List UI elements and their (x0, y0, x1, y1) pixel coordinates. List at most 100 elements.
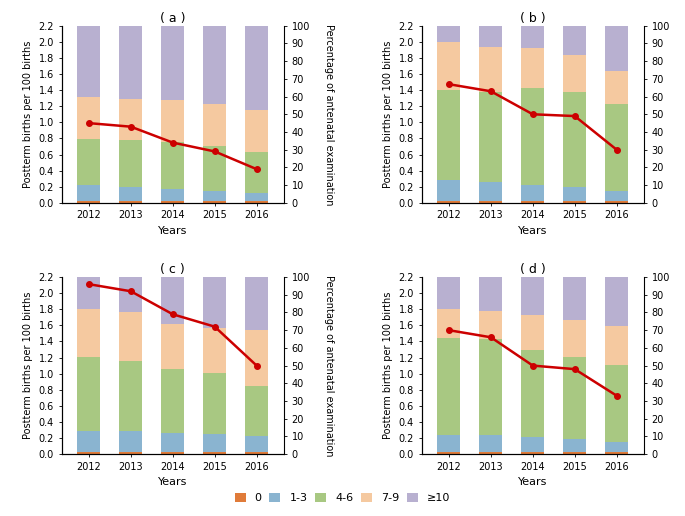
Bar (479, 182, 502, 201)
Bar (203, 374, 226, 434)
Bar (203, 328, 226, 374)
Bar (77, 139, 101, 185)
Bar (77, 185, 101, 201)
Bar (438, 277, 460, 309)
Bar (119, 201, 142, 203)
Bar (119, 187, 142, 201)
Bar (479, 277, 502, 311)
Bar (161, 453, 184, 454)
Y-axis label: Percentage of antenatal examination: Percentage of antenatal examination (324, 24, 334, 205)
Bar (245, 26, 268, 110)
Bar (605, 71, 628, 104)
Bar (161, 369, 184, 433)
Bar (563, 55, 586, 92)
Bar (245, 110, 268, 152)
Bar (521, 315, 545, 350)
Bar (563, 439, 586, 453)
Bar (438, 434, 460, 453)
X-axis label: Years: Years (158, 477, 188, 487)
Bar (161, 277, 184, 324)
Bar (438, 26, 460, 42)
Bar (479, 92, 502, 182)
Bar (521, 277, 545, 315)
Bar (161, 433, 184, 453)
Y-axis label: Postterm births per 100 births: Postterm births per 100 births (383, 292, 393, 439)
Bar (203, 453, 226, 454)
Bar (77, 98, 101, 139)
Bar (605, 26, 628, 71)
Title: ( c ): ( c ) (160, 263, 185, 276)
Bar (479, 46, 502, 92)
Bar (77, 26, 101, 98)
Title: ( a ): ( a ) (160, 12, 186, 25)
Y-axis label: Postterm births per 100 births: Postterm births per 100 births (23, 41, 33, 188)
Bar (161, 26, 184, 101)
Bar (245, 436, 268, 453)
Bar (438, 309, 460, 338)
Bar (563, 26, 586, 55)
Bar (203, 26, 226, 104)
Title: ( d ): ( d ) (520, 263, 546, 276)
Bar (438, 42, 460, 90)
Bar (161, 324, 184, 369)
Bar (521, 185, 545, 201)
Bar (521, 26, 545, 48)
Bar (479, 339, 502, 436)
Bar (479, 26, 502, 46)
Bar (438, 338, 460, 434)
Bar (605, 201, 628, 203)
Bar (203, 147, 226, 190)
Bar (479, 201, 502, 203)
Y-axis label: Percentage of antenatal examination: Percentage of antenatal examination (684, 24, 685, 205)
Bar (119, 361, 142, 431)
Bar (521, 350, 545, 437)
Bar (438, 90, 460, 180)
Bar (605, 442, 628, 453)
Bar (161, 101, 184, 142)
Y-axis label: Postterm births per 100 births: Postterm births per 100 births (23, 292, 33, 439)
Bar (438, 453, 460, 454)
Bar (119, 312, 142, 361)
Bar (605, 191, 628, 201)
Bar (563, 320, 586, 358)
Bar (563, 453, 586, 454)
Y-axis label: Percentage of antenatal examination: Percentage of antenatal examination (324, 275, 334, 456)
Bar (479, 311, 502, 339)
Bar (521, 201, 545, 203)
Bar (563, 277, 586, 320)
Bar (77, 201, 101, 203)
Bar (605, 104, 628, 191)
Bar (161, 189, 184, 201)
Bar (119, 431, 142, 453)
Bar (77, 453, 101, 454)
Bar (119, 277, 142, 312)
Bar (203, 277, 226, 328)
Title: ( b ): ( b ) (520, 12, 545, 25)
Bar (119, 99, 142, 140)
X-axis label: Years: Years (158, 226, 188, 236)
Bar (203, 104, 226, 147)
Bar (521, 453, 545, 454)
Bar (605, 326, 628, 365)
Bar (245, 193, 268, 201)
Bar (479, 453, 502, 454)
Y-axis label: Percentage of antenatal examination: Percentage of antenatal examination (684, 275, 685, 456)
Bar (203, 434, 226, 453)
X-axis label: Years: Years (518, 226, 547, 236)
Bar (119, 453, 142, 454)
Bar (77, 430, 101, 453)
Bar (521, 88, 545, 185)
Bar (563, 187, 586, 201)
Y-axis label: Postterm births per 100 births: Postterm births per 100 births (383, 41, 393, 188)
Bar (245, 453, 268, 454)
X-axis label: Years: Years (518, 477, 547, 487)
Bar (605, 277, 628, 326)
Bar (245, 386, 268, 436)
Bar (119, 140, 142, 187)
Bar (563, 201, 586, 203)
Bar (245, 201, 268, 203)
Bar (77, 358, 101, 430)
Bar (563, 358, 586, 439)
Bar (77, 309, 101, 358)
Bar (605, 453, 628, 454)
